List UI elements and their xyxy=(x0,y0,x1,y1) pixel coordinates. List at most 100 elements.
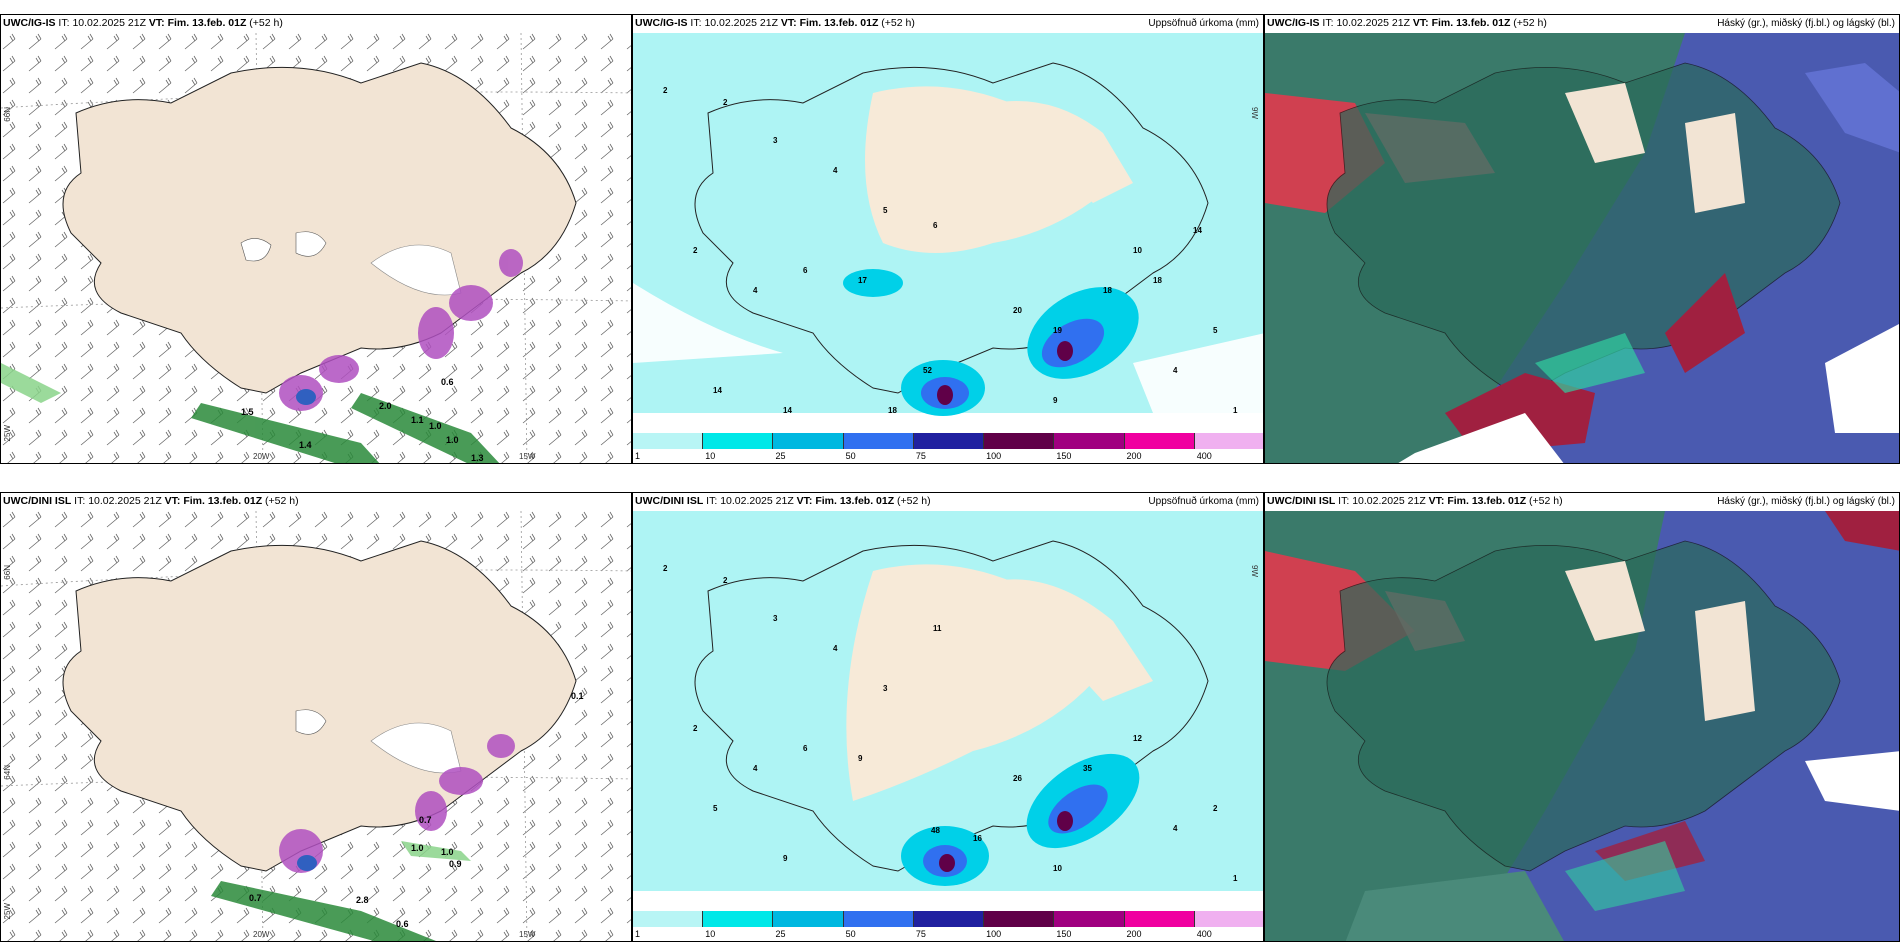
colorbar-swatch xyxy=(913,911,985,927)
svg-text:3: 3 xyxy=(773,614,778,623)
colorbar-swatch xyxy=(843,433,914,449)
svg-text:2: 2 xyxy=(663,86,668,95)
colorbar-swatch xyxy=(773,911,844,927)
colorbar-swatch xyxy=(1124,433,1195,449)
svg-text:17: 17 xyxy=(858,276,867,285)
svg-text:1.4: 1.4 xyxy=(299,440,312,450)
svg-text:2: 2 xyxy=(723,576,728,585)
lon-label-25w: 25W xyxy=(3,903,12,920)
svg-text:5: 5 xyxy=(883,206,888,215)
panel-header: UWC/IG-IS IT: 10.02.2025 21Z VT: Fim. 13… xyxy=(3,17,283,29)
cloud-map xyxy=(1265,33,1899,463)
svg-text:4: 4 xyxy=(833,166,838,175)
lon-label-9w: 9W xyxy=(1250,107,1259,119)
lon-label-15w: 15W xyxy=(519,930,536,939)
svg-text:6: 6 xyxy=(933,221,938,230)
colorbar-swatch xyxy=(1124,911,1195,927)
lat-label-66n: 66N xyxy=(3,107,12,122)
svg-text:1.1: 1.1 xyxy=(411,415,424,425)
colorbar-swatch xyxy=(1194,433,1263,449)
svg-text:2.0: 2.0 xyxy=(379,401,392,411)
precip-map-panel-row1: UWC/IG-IS IT: 10.02.2025 21Z VT: Fim. 13… xyxy=(632,14,1264,464)
svg-text:35: 35 xyxy=(1083,764,1092,773)
colorbar-label: 75 xyxy=(915,929,926,939)
colorbar-label: 150 xyxy=(1056,451,1072,461)
colorbar-label: 10 xyxy=(705,451,716,461)
svg-text:14: 14 xyxy=(783,406,792,415)
svg-text:10: 10 xyxy=(1133,246,1142,255)
colorbar-label: 50 xyxy=(845,929,856,939)
svg-text:18: 18 xyxy=(888,406,897,415)
wind-barb-map: 0.7 2.8 0.6 1.0 1.0 0.7 0.9 0.1 xyxy=(1,510,631,941)
colorbar-label: 200 xyxy=(1126,929,1142,939)
lon-label-20w: 20W xyxy=(253,452,270,461)
colorbar-label: 400 xyxy=(1196,451,1212,461)
svg-text:0.6: 0.6 xyxy=(441,377,454,387)
svg-text:9: 9 xyxy=(783,854,788,863)
lon-label-25w: 25W xyxy=(3,425,12,442)
svg-text:1.0: 1.0 xyxy=(446,435,459,445)
colorbar-label: 25 xyxy=(775,929,786,939)
panel-header: UWC/DINI ISL IT: 10.02.2025 21Z VT: Fim.… xyxy=(3,495,299,507)
panel-header: UWC/DINI ISL IT: 10.02.2025 21Z VT: Fim.… xyxy=(1267,495,1563,507)
svg-text:4: 4 xyxy=(1173,366,1178,375)
svg-text:52: 52 xyxy=(923,366,932,375)
svg-text:1.0: 1.0 xyxy=(441,847,454,857)
colorbar-swatch xyxy=(984,433,1055,449)
colorbar-swatch xyxy=(843,911,914,927)
svg-text:12: 12 xyxy=(1133,734,1142,743)
colorbar-label: 10 xyxy=(705,929,716,939)
svg-text:5: 5 xyxy=(1213,326,1218,335)
svg-text:4: 4 xyxy=(833,644,838,653)
colorbar-swatch xyxy=(633,433,704,449)
svg-text:2: 2 xyxy=(723,98,728,107)
precip-map-panel-row2: UWC/DINI ISL IT: 10.02.2025 21Z VT: Fim.… xyxy=(632,492,1264,942)
cloud-title: Háský (gr.), miðský (fj.bl.) og lágský (… xyxy=(1717,18,1895,29)
svg-text:9: 9 xyxy=(858,754,863,763)
colorbar-label: 1 xyxy=(635,929,641,939)
colorbar-swatch xyxy=(913,433,985,449)
svg-text:14: 14 xyxy=(713,386,722,395)
colorbar-label: 50 xyxy=(845,451,856,461)
svg-text:1.5: 1.5 xyxy=(241,407,254,417)
svg-text:3: 3 xyxy=(773,136,778,145)
svg-text:1.0: 1.0 xyxy=(429,421,442,431)
svg-text:11: 11 xyxy=(933,624,942,633)
svg-text:5: 5 xyxy=(713,804,718,813)
colorbar-label: 100 xyxy=(986,451,1002,461)
svg-text:0.1: 0.1 xyxy=(571,691,584,701)
lon-label-20w: 20W xyxy=(253,930,270,939)
precip-colorbar: 1 10 25 50 75 100 150 200 400 xyxy=(633,433,1263,463)
svg-text:18: 18 xyxy=(1103,286,1112,295)
precip-colorbar: 1 10 25 50 75 100 150 200 400 xyxy=(633,911,1263,941)
cloud-cover-map-panel-row1: UWC/IG-IS IT: 10.02.2025 21Z VT: Fim. 13… xyxy=(1264,14,1900,464)
svg-text:2: 2 xyxy=(1213,804,1218,813)
wind-barb-map: 1.5 1.4 2.0 0.6 1.1 1.0 1.0 1.3 xyxy=(1,32,631,463)
colorbar-swatch xyxy=(1054,911,1125,927)
wind-precip-map-panel-row1: UWC/IG-IS IT: 10.02.2025 21Z VT: Fim. 13… xyxy=(0,14,632,464)
colorbar-label: 25 xyxy=(775,451,786,461)
svg-text:2: 2 xyxy=(693,246,698,255)
svg-text:0.6: 0.6 xyxy=(396,919,409,929)
cloud-title: Háský (gr.), miðský (fj.bl.) og lágský (… xyxy=(1717,496,1895,507)
colorbar-swatch xyxy=(984,911,1055,927)
svg-text:16: 16 xyxy=(973,834,982,843)
colorbar-label: 75 xyxy=(915,451,926,461)
svg-text:20: 20 xyxy=(1013,306,1022,315)
colorbar-swatch xyxy=(773,433,844,449)
lat-label-64n: 64N xyxy=(3,765,12,780)
panel-header: UWC/DINI ISL IT: 10.02.2025 21Z VT: Fim.… xyxy=(635,495,931,507)
colorbar-swatch xyxy=(703,433,774,449)
colorbar-label: 1 xyxy=(635,451,641,461)
svg-text:2: 2 xyxy=(663,564,668,573)
svg-text:1: 1 xyxy=(1233,406,1238,415)
lon-label-15w: 15W xyxy=(519,452,536,461)
colorbar-swatch xyxy=(703,911,774,927)
svg-text:4: 4 xyxy=(753,286,758,295)
svg-text:14: 14 xyxy=(1193,226,1202,235)
panel-header: UWC/IG-IS IT: 10.02.2025 21Z VT: Fim. 13… xyxy=(1267,17,1547,29)
svg-text:1: 1 xyxy=(1233,874,1238,883)
svg-text:18: 18 xyxy=(1153,276,1162,285)
cloud-map xyxy=(1265,511,1899,941)
